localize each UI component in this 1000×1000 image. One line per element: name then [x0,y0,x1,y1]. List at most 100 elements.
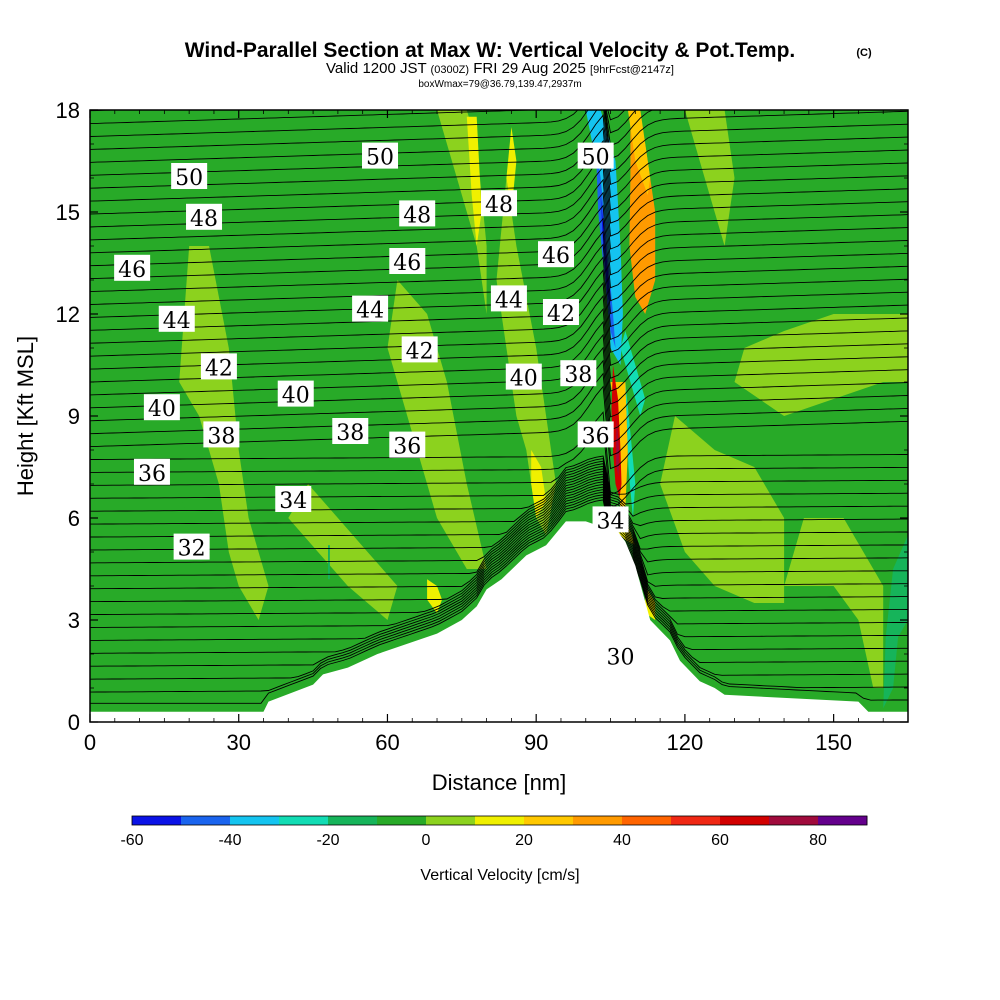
theta-label: 44 [490,285,527,313]
theta-label-text: 44 [495,288,523,313]
valid-time: Valid 1200 JST [326,60,426,77]
x-tick-label: 150 [815,730,852,755]
theta-contour-line [90,333,908,418]
theta-label-box [133,458,170,485]
theta-label-text: 48 [485,193,513,218]
theta-label: 50 [577,142,614,171]
theta-contour-line [90,346,908,431]
velocity-patch [328,545,330,580]
theta-label-text: 38 [336,421,364,446]
theta-label-box [505,363,542,390]
theta-label-text: 40 [282,384,310,409]
colorbar-tick-label: 0 [422,832,431,849]
theta-label-box [542,299,579,325]
theta-label: 48 [186,203,223,232]
forecast-info: [9hrFcst@2147z] [590,64,674,76]
theta-label-box [143,394,180,421]
theta-label-text: 36 [138,462,166,487]
theta-label: 42 [401,336,438,364]
theta-label: 38 [332,418,369,446]
x-tick-label: 120 [667,730,704,755]
theta-label-box [560,360,597,387]
colorbar-swatch [279,816,329,825]
velocity-patch [627,110,651,195]
theta-label-box [577,142,614,169]
colorbar-tick-label: -40 [218,832,241,849]
theta-contour-line [90,463,908,527]
theta-label: 38 [203,421,240,449]
y-tick-label: 9 [68,404,80,429]
theta-contour-line [90,489,908,654]
theta-label-box [200,353,237,380]
theta-contour-line [90,110,654,147]
x-tick-label: 90 [524,730,548,755]
x-tick-label: 0 [84,730,96,755]
theta-contour-line [90,496,908,693]
theta-label-box [277,380,314,407]
plot-area: 50 48 46 44 42 40 38 36 32 50 48 46 44 40 38 34 42 36 48 44… [90,110,908,722]
theta-label-text: 46 [118,258,146,283]
theta-label-box [401,336,438,363]
colorbar-tick-label: 60 [711,832,729,849]
colorbar-tick-label: 80 [809,832,827,849]
colorbar-swatch [181,816,231,825]
theta-label-box [538,241,575,268]
theta-contour-line [90,230,908,315]
theta-label-text: 44 [163,309,191,334]
theta-contour-line [90,473,908,577]
theta-contour-line [90,458,908,505]
theta-label-box [114,254,151,281]
colorbar-swatch [328,816,378,825]
theta-contour-line [90,478,908,603]
theta-label-text: 36 [582,424,610,449]
colorbar-swatch [818,816,868,825]
theta-labels: 50 48 46 44 42 40 38 36 32 50 48 46 44 40 38 34 42 36 48 44… [114,142,639,670]
theta-label-box [389,248,426,274]
theta-label-box [490,285,527,312]
theta-label: 40 [505,363,542,392]
theta-label: 32 [173,533,210,562]
colorbar-swatch [671,816,721,825]
theta-label: 34 [275,486,312,514]
colorbar-ticks: -60 -40 -20 0 20 40 60 80 [120,832,827,849]
theta-label-text: 42 [547,302,575,327]
theta-label: 40 [277,380,314,409]
velocity-patch [734,314,908,416]
theta-label-text: 34 [597,509,625,534]
theta-label: 38 [560,360,597,388]
theta-label-box [352,295,389,322]
theta-contour-line [90,491,908,667]
velocity-patch [660,416,785,603]
theta-contour-line [90,178,908,263]
chart-title: Wind-Parallel Section at Max W: Vertical… [185,39,796,62]
y-tick-label: 15 [56,200,80,225]
theta-contour-line [90,455,908,495]
y-axis-label: Height [Kft MSL] [13,336,38,496]
theta-label-text: 46 [542,244,570,269]
theta-contour-line [90,110,908,173]
velocity-patch [466,116,482,246]
valid-date: FRI 29 Aug 2025 [473,60,586,77]
theta-contour-line [90,465,908,540]
theta-label-text: 50 [366,146,394,171]
theta-label: 42 [200,353,237,381]
theta-contour-line [90,359,908,444]
colorbar [131,815,868,826]
theta-contour-line [90,127,908,211]
utc-time: (0300Z) [431,64,470,76]
theta-contour-line [90,468,908,551]
theta-label-text: 42 [205,356,233,381]
theta-contour-line [90,494,908,680]
theta-label: 48 [399,200,436,228]
velocity-patch [784,518,884,688]
colorbar-swatch [524,816,574,825]
y-tick-label: 12 [56,302,80,327]
theta-label: 36 [577,421,614,449]
theta-label-box [602,642,639,669]
theta-contour-line [90,110,908,160]
theta-label-box [332,418,369,444]
theta-contour-line [90,204,908,289]
theta-label-text: 36 [393,435,421,460]
subtitle: Valid 1200 JST (0300Z) FRI 29 Aug 2025 [… [326,60,674,77]
